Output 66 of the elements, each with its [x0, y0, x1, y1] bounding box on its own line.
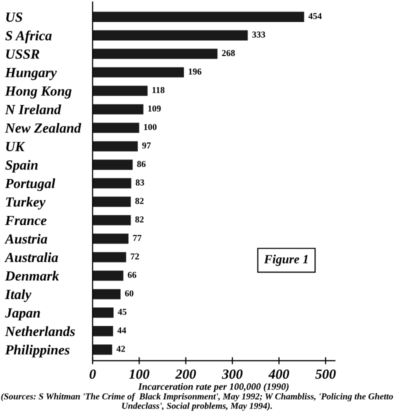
- y-tick-label: Portugal: [5, 178, 56, 192]
- bar: [92, 289, 121, 300]
- bar: [92, 141, 138, 152]
- x-tick-label: 200: [175, 369, 196, 379]
- y-tick-label: Denmark: [4, 270, 59, 281]
- y-tick-label: Japan: [5, 308, 40, 320]
- y-tick-label: Hungary: [4, 68, 57, 80]
- bar: [92, 308, 114, 318]
- y-tick-label: Italy: [4, 289, 32, 302]
- y-tick-label: Philippines: [5, 344, 70, 358]
- bar: [92, 122, 140, 133]
- y-tick-label: Netherlands: [4, 326, 75, 336]
- data-label: 333: [252, 32, 266, 38]
- y-tick-label: New Zealand: [4, 122, 82, 133]
- y-tick-label: US: [6, 12, 22, 22]
- x-tick-label: 300: [222, 369, 243, 379]
- data-label: 196: [188, 68, 202, 75]
- data-label: 60: [125, 290, 134, 296]
- data-label: 72: [130, 253, 139, 260]
- y-tick-label: USSR: [6, 49, 40, 59]
- y-tick-label: UK: [6, 142, 26, 152]
- annotation: Figure 1: [264, 254, 308, 266]
- data-label: 77: [133, 234, 142, 241]
- data-label: 118: [152, 86, 164, 94]
- data-label: 83: [136, 179, 144, 186]
- data-label: 82: [135, 216, 144, 222]
- x-tick-label: 400: [268, 369, 290, 379]
- bar: [92, 270, 124, 281]
- text: (Sources: S Whitman 'The Crime of Black Imprisonment', May 1992; W Chambliss, 'Policing the Ghetto Undeclass', Social problems, May 1994).: [1, 392, 393, 411]
- data-label: 86: [137, 160, 146, 168]
- x-tick-label: 0: [90, 369, 96, 379]
- bar: [92, 48, 218, 59]
- bar: [92, 178, 132, 188]
- bar: [92, 252, 126, 262]
- x-tick-label: 500: [315, 369, 336, 379]
- data-label: 42: [116, 346, 125, 352]
- data-label: 82: [135, 198, 144, 204]
- y-tick-label: Turkey: [6, 196, 46, 210]
- data-label: 454: [308, 13, 322, 20]
- bar: [92, 104, 144, 114]
- bar: [92, 30, 248, 40]
- bar: [92, 67, 184, 78]
- y-tick-label: Austria: [4, 234, 48, 244]
- bar: [92, 344, 112, 355]
- y-tick-label: Spain: [5, 160, 38, 173]
- bar: [92, 326, 114, 336]
- bar: [92, 234, 128, 244]
- bar: [92, 196, 131, 207]
- bar: [92, 160, 133, 170]
- y-tick-label: France: [5, 216, 46, 226]
- data-label: 97: [142, 142, 151, 149]
- y-tick-label: Hong Kong: [4, 86, 72, 99]
- bar: [92, 12, 304, 22]
- data-label: 44: [117, 327, 126, 334]
- data-label: 109: [148, 105, 161, 112]
- data-label: 268: [222, 50, 235, 56]
- y-tick-label: N Ireland: [4, 104, 62, 114]
- x-axis-title: Incarceration rate per 100,000 (1990): [138, 383, 289, 392]
- x-tick-label: 100: [129, 369, 150, 379]
- y-tick-label: Australia: [4, 252, 58, 262]
- data-label: 100: [144, 124, 157, 130]
- y-tick-label: S Africa: [5, 30, 52, 44]
- data-label: 66: [128, 272, 136, 278]
- data-label: 45: [118, 308, 126, 315]
- bar: [92, 86, 148, 96]
- bar: [92, 215, 131, 226]
